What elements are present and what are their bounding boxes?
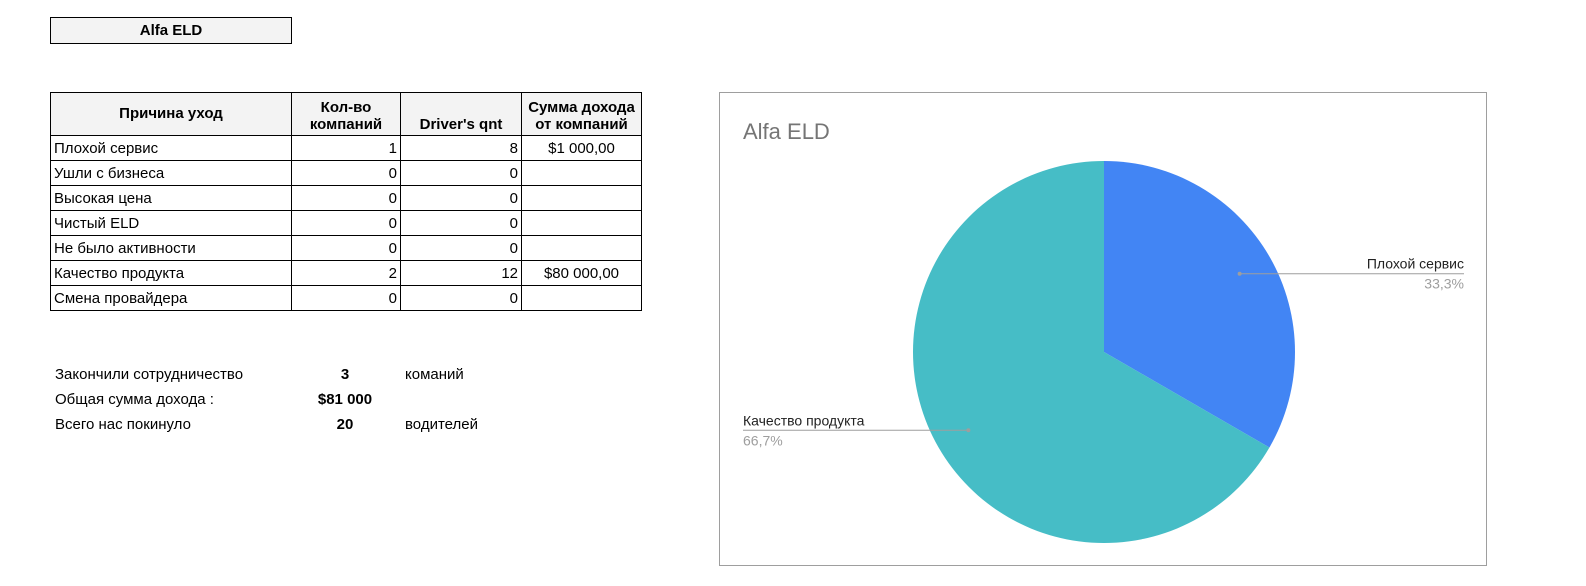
- pie-slice[interactable]: [1104, 161, 1295, 448]
- summary-label[interactable]: Всего нас покинуло: [55, 416, 191, 433]
- driver-qnt-cell[interactable]: 0: [400, 210, 522, 236]
- table-header-row: Причина уход Кол-во компаний Driver's qn…: [50, 92, 642, 136]
- driver-qnt-cell[interactable]: 0: [400, 285, 522, 311]
- table-row: Высокая цена 0 0: [50, 185, 642, 211]
- table-row: Плохой сервис 1 8 $1 000,00: [50, 135, 642, 161]
- chart-svg: Alfa ELD Плохой сервис 33,3% Качество прод…: [743, 119, 1464, 543]
- income-cell[interactable]: [521, 285, 642, 311]
- table-row: Чистый ELD 0 0: [50, 210, 642, 236]
- pie-slice[interactable]: [913, 161, 1270, 543]
- reason-cell[interactable]: Ушли с бизнеса: [50, 160, 292, 186]
- income-cell[interactable]: [521, 235, 642, 261]
- summary-value[interactable]: 20: [336, 416, 354, 433]
- driver-qnt-cell[interactable]: 0: [400, 160, 522, 186]
- company-count-cell[interactable]: 0: [291, 285, 401, 311]
- income-cell[interactable]: $1 000,00: [521, 135, 642, 161]
- driver-qnt-cell[interactable]: 0: [400, 235, 522, 261]
- reason-cell[interactable]: Смена провайдера: [50, 285, 292, 311]
- table-row: Смена провайдера 0 0: [50, 285, 642, 311]
- income-cell[interactable]: [521, 160, 642, 186]
- reason-cell[interactable]: Высокая цена: [50, 185, 292, 211]
- reason-cell[interactable]: Чистый ELD: [50, 210, 292, 236]
- company-count-cell[interactable]: 2: [291, 260, 401, 286]
- summary-value[interactable]: 3: [340, 366, 350, 383]
- reason-cell[interactable]: Не было активности: [50, 235, 292, 261]
- summary-unit[interactable]: водителей: [405, 416, 478, 433]
- income-cell[interactable]: [521, 210, 642, 236]
- slice-category-label: Качество продукта: [743, 412, 865, 428]
- slice-category-label: Плохой сервис: [1367, 256, 1464, 272]
- pie-slices: [913, 161, 1295, 543]
- reasons-table: Причина уход Кол-во компаний Driver's qn…: [50, 92, 642, 311]
- chart-title: Alfa ELD: [743, 119, 830, 144]
- summary-unit[interactable]: команий: [405, 366, 464, 383]
- company-count-cell[interactable]: 0: [291, 160, 401, 186]
- summary-label[interactable]: Закончили сотрудничество: [55, 366, 244, 383]
- income-cell[interactable]: [521, 185, 642, 211]
- slice-percent-label: 33,3%: [1424, 276, 1464, 292]
- header-driver-qnt[interactable]: Driver's qnt: [400, 92, 522, 136]
- table-row: Ушли с бизнеса 0 0: [50, 160, 642, 186]
- header-income-sum[interactable]: Сумма дохода от компаний: [521, 92, 642, 136]
- summary-label[interactable]: Общая сумма дохода :: [55, 391, 214, 408]
- table-row: Качество продукта 2 12 $80 000,00: [50, 260, 642, 286]
- company-count-cell[interactable]: 0: [291, 235, 401, 261]
- table-row: Не было активности 0 0: [50, 235, 642, 261]
- income-cell[interactable]: $80 000,00: [521, 260, 642, 286]
- header-reason[interactable]: Причина уход: [50, 92, 292, 136]
- reason-cell[interactable]: Качество продукта: [50, 260, 292, 286]
- driver-qnt-cell[interactable]: 12: [400, 260, 522, 286]
- driver-qnt-cell[interactable]: 8: [400, 135, 522, 161]
- company-count-cell[interactable]: 0: [291, 185, 401, 211]
- pie-chart[interactable]: Alfa ELD Плохой сервис 33,3% Качество прод…: [719, 92, 1487, 566]
- summary-value[interactable]: $81 000: [317, 391, 373, 408]
- table-body: Плохой сервис 1 8 $1 000,00 Ушли с бизнеса 0 0…: [50, 135, 642, 311]
- slice-percent-label: 66,7%: [743, 432, 783, 448]
- company-count-cell[interactable]: 1: [291, 135, 401, 161]
- sheet-title-cell[interactable]: Alfa ELD: [50, 17, 292, 44]
- company-count-cell[interactable]: 0: [291, 210, 401, 236]
- driver-qnt-cell[interactable]: 0: [400, 185, 522, 211]
- pie-labels: Плохой сервис 33,3% Качество продукта 66,7%: [743, 256, 1464, 448]
- reason-cell[interactable]: Плохой сервис: [50, 135, 292, 161]
- header-company-count[interactable]: Кол-во компаний: [291, 92, 401, 136]
